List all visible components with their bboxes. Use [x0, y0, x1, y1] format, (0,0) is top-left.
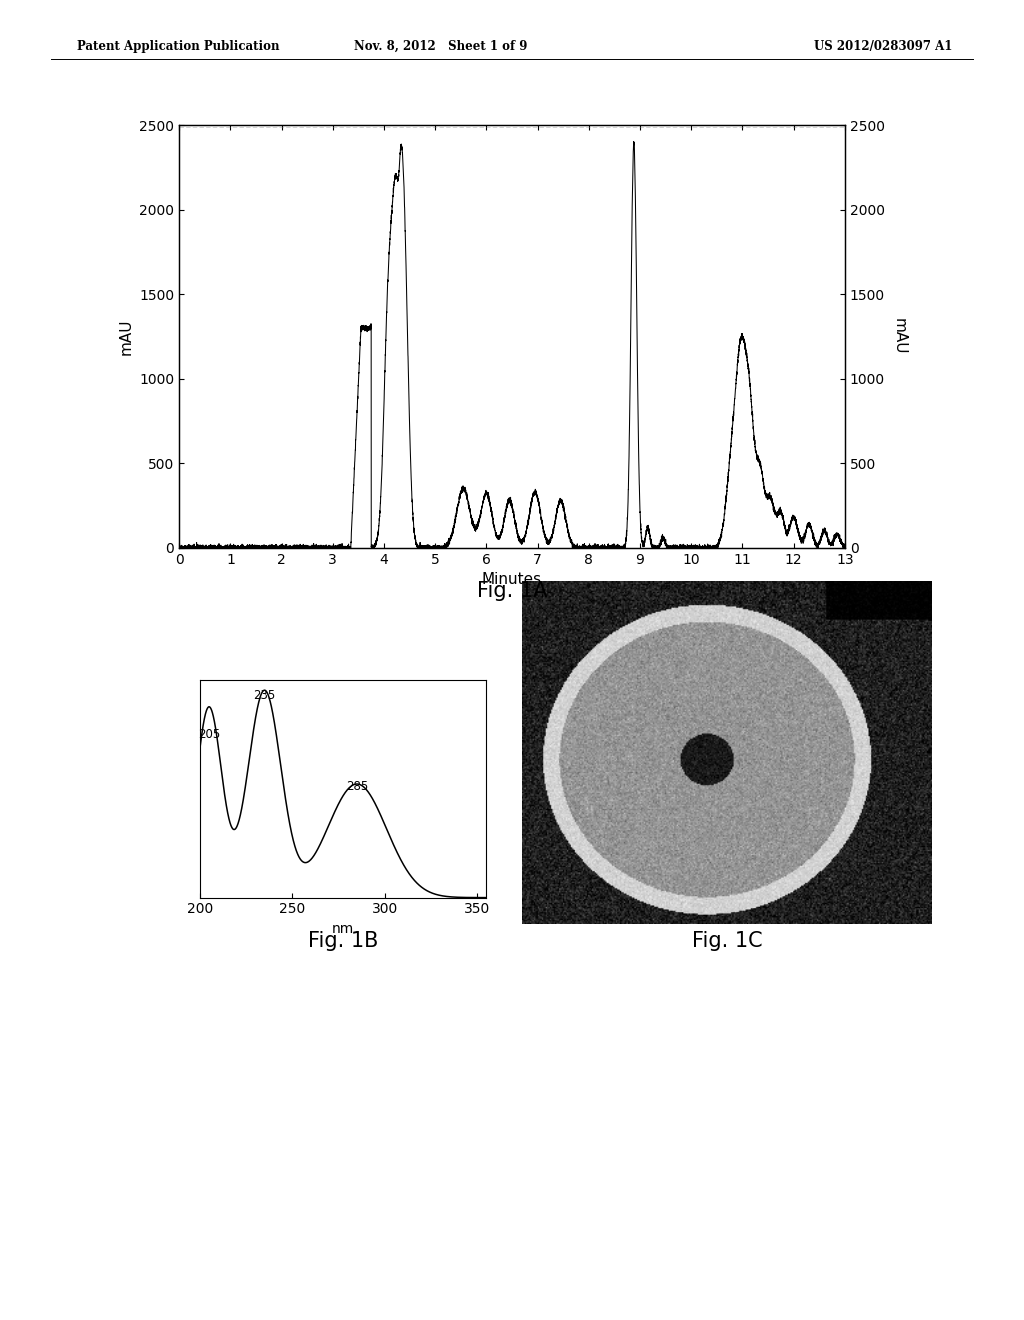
Text: 205: 205 — [198, 727, 220, 741]
Text: Patent Application Publication: Patent Application Publication — [77, 40, 280, 53]
Text: Fig. 1A: Fig. 1A — [477, 581, 547, 601]
Y-axis label: mAU: mAU — [892, 318, 907, 355]
Text: Fig. 1C: Fig. 1C — [692, 931, 762, 950]
Y-axis label: mAU: mAU — [119, 318, 134, 355]
Text: Nov. 8, 2012   Sheet 1 of 9: Nov. 8, 2012 Sheet 1 of 9 — [353, 40, 527, 53]
X-axis label: Minutes: Minutes — [482, 572, 542, 587]
Text: 235: 235 — [253, 689, 275, 702]
Text: US 2012/0283097 A1: US 2012/0283097 A1 — [814, 40, 952, 53]
X-axis label: nm: nm — [332, 921, 354, 936]
Text: 285: 285 — [346, 780, 368, 793]
Text: Fig. 1B: Fig. 1B — [308, 931, 378, 950]
